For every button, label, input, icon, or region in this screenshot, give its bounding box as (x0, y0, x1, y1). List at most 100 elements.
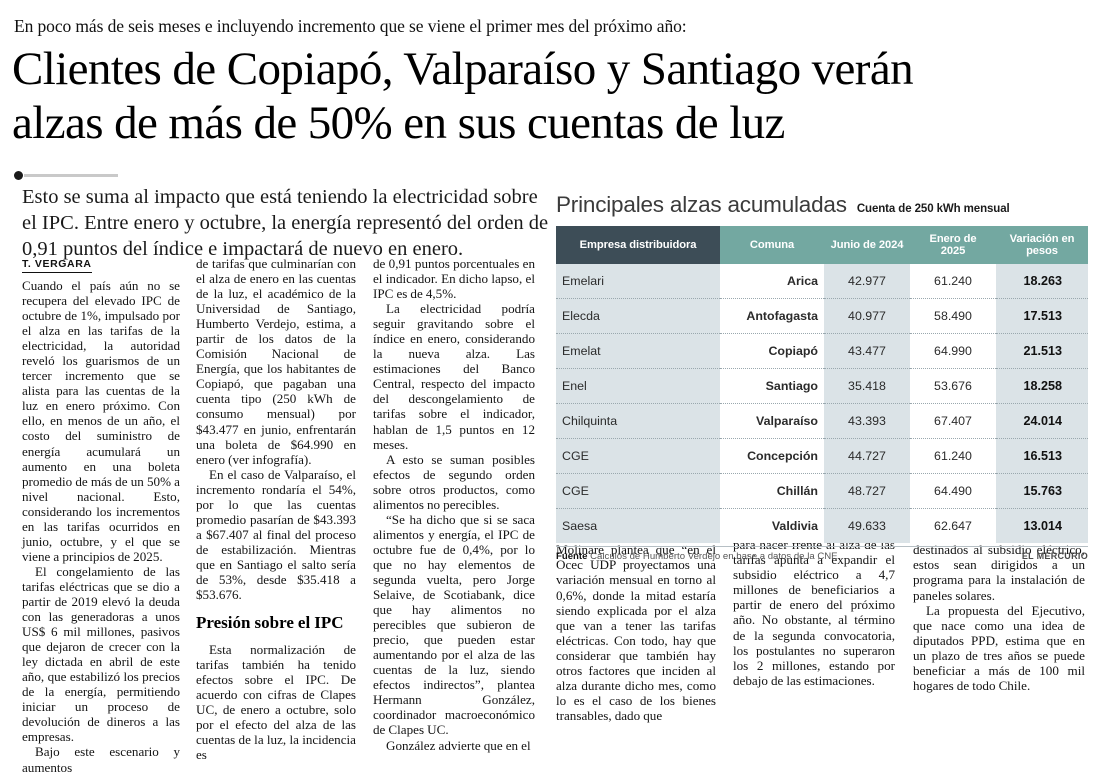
table-row: Emelari Arica 42.977 61.240 18.263 (556, 264, 1088, 299)
paragraph: La electricidad podría seguir gravitando… (373, 301, 535, 452)
cell-comuna: Valdivia (720, 508, 824, 543)
cell-junio-2024: 48.727 (824, 473, 910, 509)
cell-variacion: 18.258 (996, 368, 1088, 404)
paragraph: Cuando el país aún no se recupera del el… (22, 278, 180, 564)
cell-empresa: Emelat (556, 333, 720, 369)
paragraph: “Se ha dicho que si se saca alimentos y … (373, 511, 535, 738)
cell-empresa: Chilquinta (556, 403, 720, 439)
table-row: Chilquinta Valparaíso 43.393 67.407 24.014 (556, 403, 1088, 439)
paragraph: de tarifas que culminarían con el alza d… (196, 256, 356, 467)
column-header-variacion: Variación en pesos (996, 226, 1088, 264)
headline-line-2: alzas de más de 50% en sus cuentas de lu… (12, 97, 785, 149)
bar-track (1069, 484, 1082, 499)
bar-track (1069, 449, 1082, 464)
paragraph: En el caso de Valparaíso, el incremento … (196, 466, 356, 603)
variacion-value: 18.258 (1023, 379, 1062, 393)
cell-enero-2025: 53.676 (910, 368, 996, 404)
paragraph: A esto se suman posibles efectos de segu… (373, 451, 535, 512)
variacion-wrap: 15.763 (1002, 480, 1082, 503)
cell-empresa: CGE (556, 473, 720, 509)
cell-comuna: Chillán (720, 473, 824, 509)
article-lead: Esto se suma al impacto que está teniend… (22, 186, 549, 260)
infographic-title: Principales alzas acumuladas (556, 192, 847, 217)
variacion-wrap: 16.513 (1002, 445, 1082, 468)
variacion-value: 24.014 (1023, 414, 1062, 428)
divider-rule (24, 174, 118, 177)
cell-junio-2024: 44.727 (824, 438, 910, 474)
cell-variacion: 21.513 (996, 333, 1088, 369)
cell-junio-2024: 49.633 (824, 508, 910, 543)
cell-empresa: Elecda (556, 298, 720, 334)
infographic-subtitle: Cuenta de 250 kWh mensual (856, 203, 1010, 215)
body-column-1: Cuando el país aún no se recupera del el… (22, 278, 180, 775)
cell-comuna: Valparaíso (720, 403, 824, 439)
section-heading-ipc: Presión sobre el IPC (196, 613, 344, 633)
variacion-wrap: 17.513 (1002, 305, 1082, 328)
bar-track (1069, 344, 1082, 359)
variacion-wrap: 18.258 (1002, 375, 1082, 398)
bar-track (1069, 379, 1082, 394)
bar-track (1069, 519, 1082, 534)
table-header: Empresa distribuidora Comuna Junio de 20… (556, 226, 1088, 264)
column-header-comuna: Comuna (720, 226, 824, 264)
article-byline: T. VERGARA (22, 258, 92, 273)
infographic-header: Principales alzas acumuladas Cuenta de 2… (556, 192, 1088, 218)
newspaper-page: En poco más de seis meses e incluyendo i… (0, 16, 1100, 775)
cell-enero-2025: 64.490 (910, 473, 996, 509)
variacion-wrap: 21.513 (1002, 340, 1082, 363)
cell-empresa: CGE (556, 438, 720, 474)
source-text: Cálculos de Humberto Verdejo en base a d… (590, 551, 838, 562)
paragraph: Bajo este escenario y aumentos (22, 744, 180, 775)
paragraph: González advierte que en el (386, 737, 531, 753)
paragraph: La propuesta del Ejecutivo, que nace com… (913, 602, 1085, 693)
page-title: Clientes de Copiapó, Valparaíso y Santia… (12, 42, 1087, 150)
table-row: Saesa Valdivia 49.633 62.647 13.014 (556, 508, 1088, 543)
infographic-footer: Fuente Cálculos de Humberto Verdejo en b… (556, 546, 1088, 562)
cell-variacion: 13.014 (996, 508, 1088, 543)
variacion-value: 13.014 (1023, 519, 1062, 533)
variacion-value: 18.263 (1023, 274, 1062, 288)
section-divider (14, 171, 118, 180)
cell-comuna: Concepción (720, 438, 824, 474)
table-row: CGE Chillán 48.727 64.490 15.763 (556, 473, 1088, 509)
cell-variacion: 18.263 (996, 264, 1088, 299)
cell-enero-2025: 58.490 (910, 298, 996, 334)
bullet-dot-icon (14, 171, 23, 180)
variacion-wrap: 18.263 (1002, 270, 1082, 293)
variacion-value: 16.513 (1023, 449, 1062, 463)
alzas-table: Empresa distribuidora Comuna Junio de 20… (556, 226, 1088, 543)
infographic: Principales alzas acumuladas Cuenta de 2… (556, 192, 1088, 562)
cell-enero-2025: 67.407 (910, 403, 996, 439)
table-row: Emelat Copiapó 43.477 64.990 21.513 (556, 333, 1088, 369)
cell-junio-2024: 42.977 (824, 264, 910, 299)
bar-track (1069, 274, 1082, 289)
cell-junio-2024: 40.977 (824, 298, 910, 334)
cell-junio-2024: 43.393 (824, 403, 910, 439)
paragraph: de 0,91 puntos porcentuales en el indica… (373, 256, 535, 302)
body-column-3: de 0,91 puntos porcentuales en el indica… (373, 256, 535, 753)
article-kicker: En poco más de seis meses e incluyendo i… (14, 16, 687, 36)
cell-variacion: 16.513 (996, 438, 1088, 474)
column-header-empresa: Empresa distribuidora (556, 226, 720, 264)
table-header-row: Empresa distribuidora Comuna Junio de 20… (556, 226, 1088, 264)
cell-comuna: Antofagasta (720, 298, 824, 334)
cell-empresa: Emelari (556, 264, 720, 299)
source-label: Fuente (556, 551, 588, 562)
cell-enero-2025: 62.647 (910, 508, 996, 543)
variacion-value: 15.763 (1023, 484, 1062, 498)
cell-comuna: Arica (720, 264, 824, 299)
paragraph: El congelamiento de las tarifas eléctric… (22, 563, 180, 745)
cell-variacion: 17.513 (996, 298, 1088, 334)
table-row: Enel Santiago 35.418 53.676 18.258 (556, 368, 1088, 404)
table-row: CGE Concepción 44.727 61.240 16.513 (556, 438, 1088, 474)
cell-empresa: Enel (556, 368, 720, 404)
cell-empresa: Saesa (556, 508, 720, 543)
source-note: Fuente Cálculos de Humberto Verdejo en b… (556, 551, 838, 562)
cell-variacion: 15.763 (996, 473, 1088, 509)
cell-junio-2024: 43.477 (824, 333, 910, 369)
variacion-wrap: 13.014 (1002, 515, 1082, 538)
cell-junio-2024: 35.418 (824, 368, 910, 404)
variacion-wrap: 24.014 (1002, 410, 1082, 433)
variacion-value: 17.513 (1023, 309, 1062, 323)
paragraph: Esta normalización de tarifas también ha… (196, 642, 356, 763)
